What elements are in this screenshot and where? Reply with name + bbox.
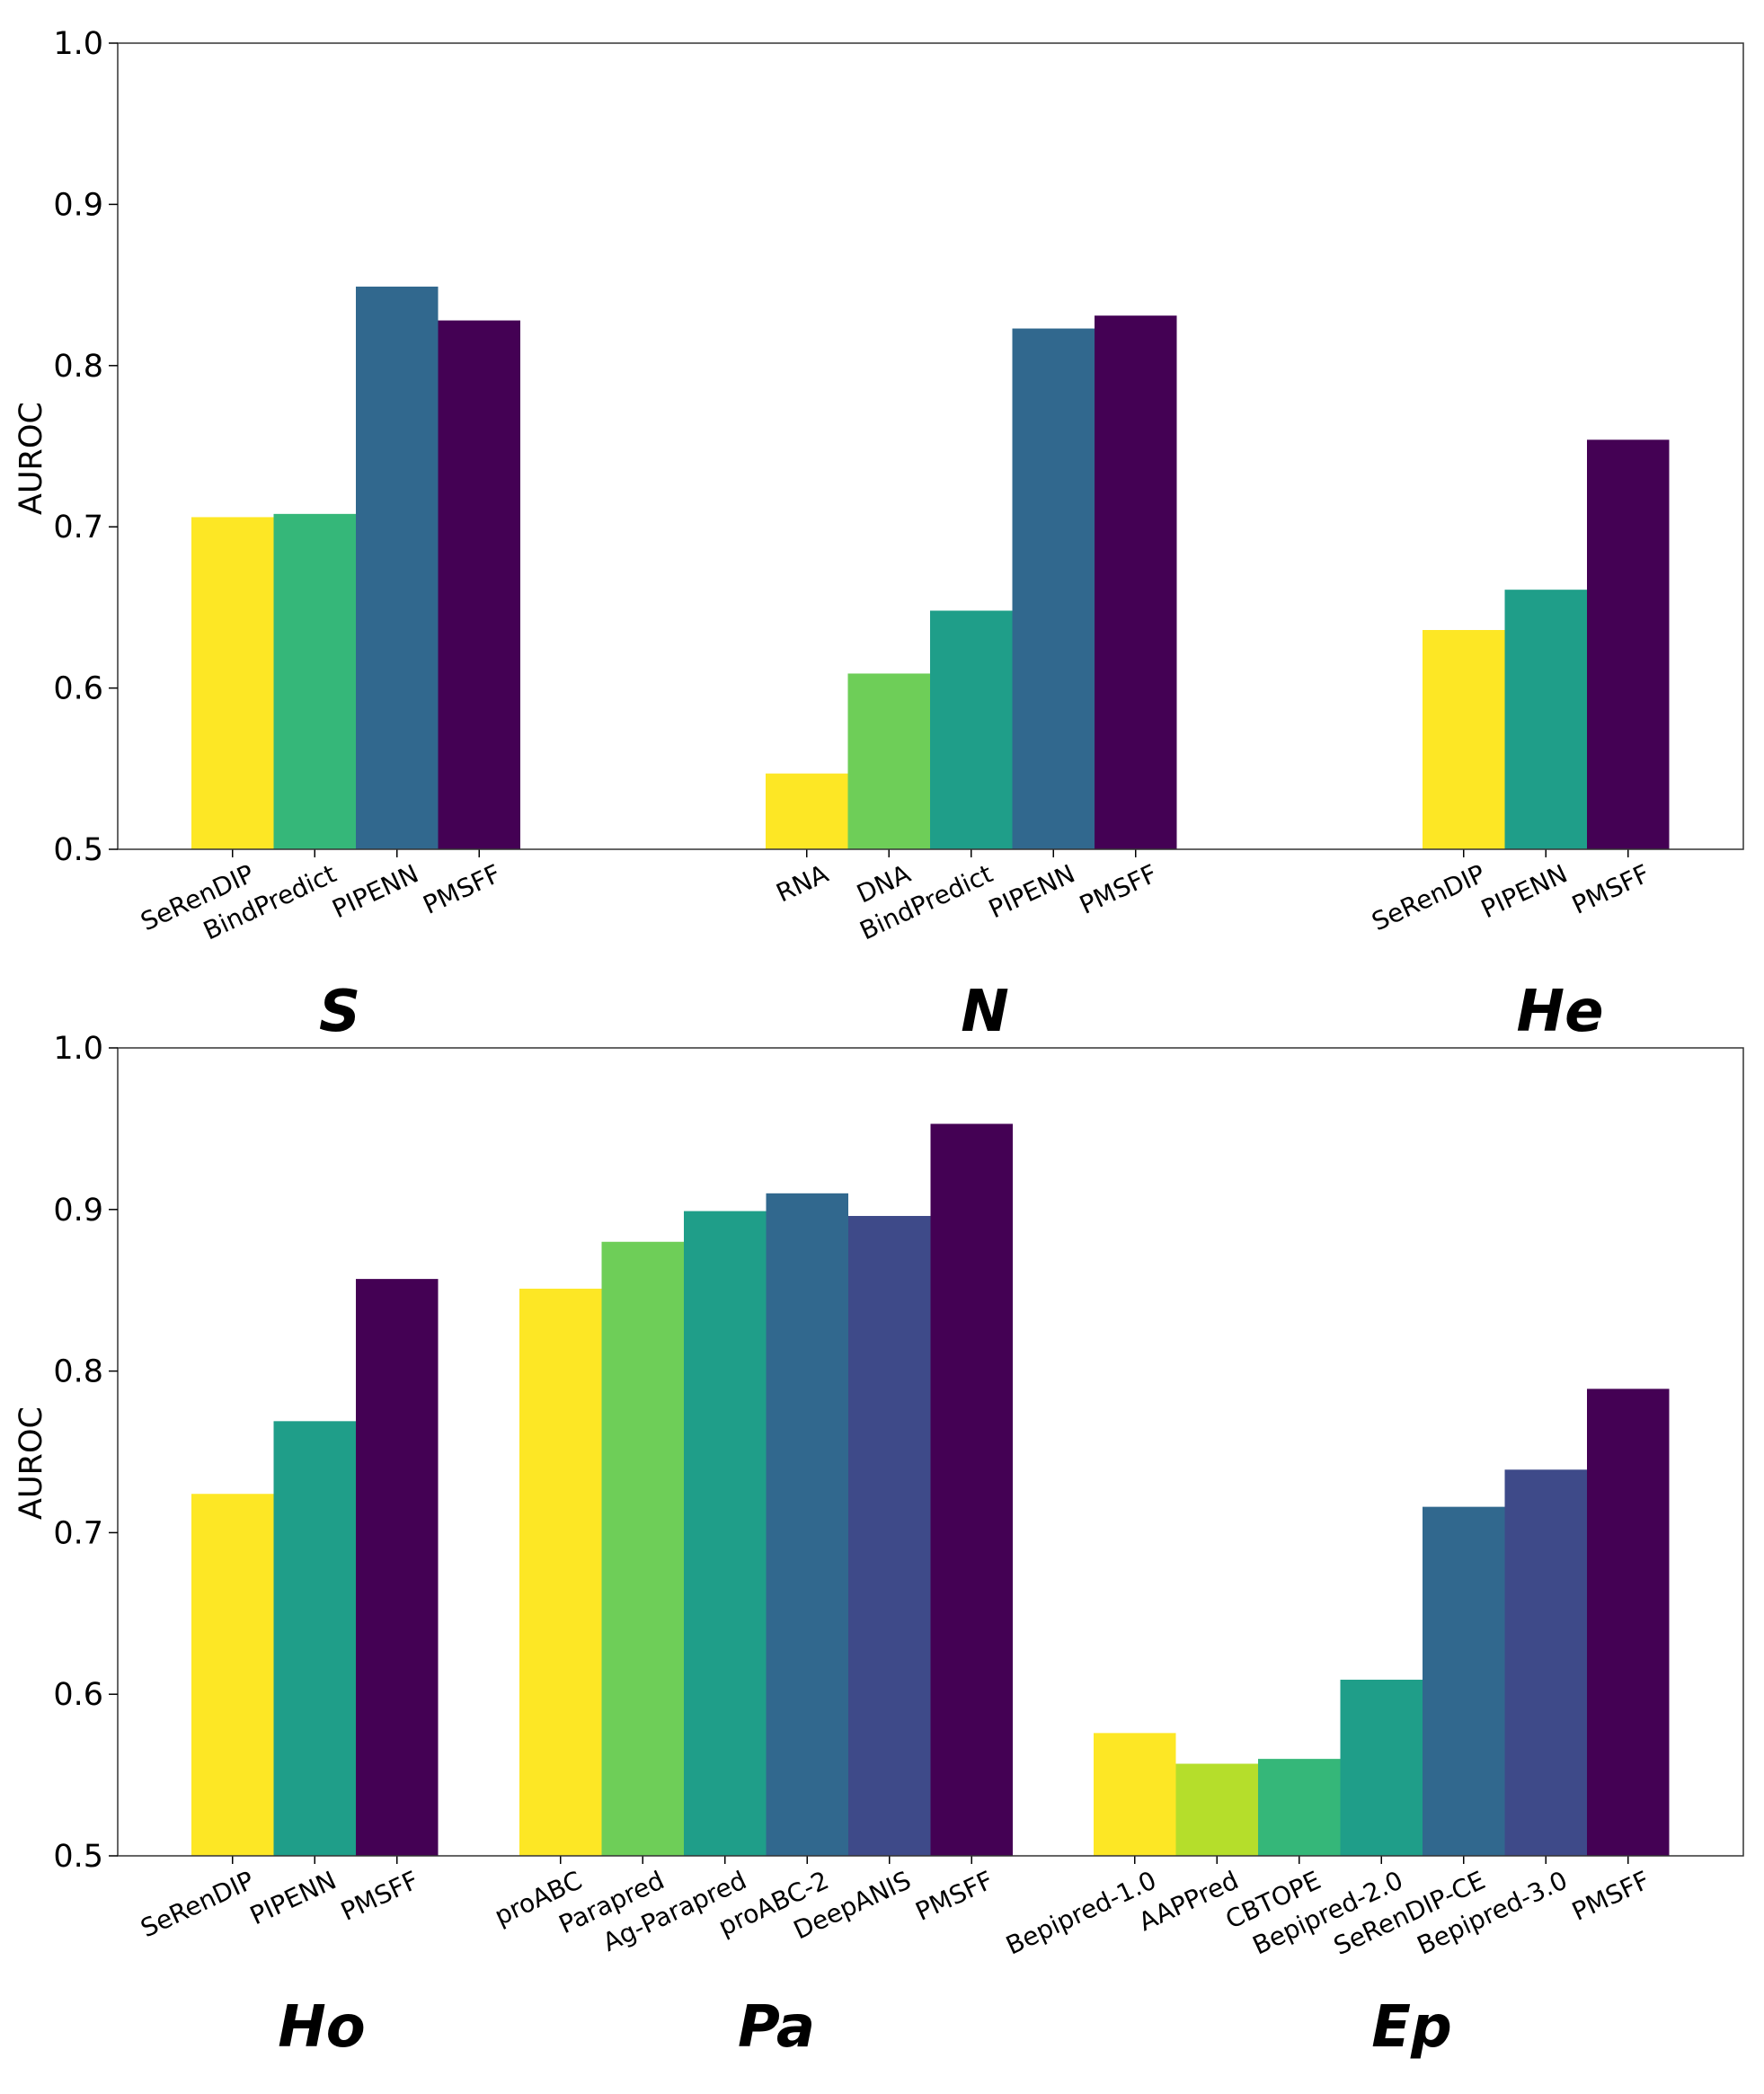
y-tick-label: 1.0 xyxy=(53,1031,103,1067)
bar-ep-pmsff xyxy=(1587,1389,1670,1856)
y-tick-label: 0.7 xyxy=(53,510,103,546)
y-tick-label: 0.9 xyxy=(53,1193,103,1229)
bar-pa-proabc-2 xyxy=(766,1193,848,1856)
bar-he-pipenn xyxy=(1504,590,1587,849)
y-axis-label: AUROC xyxy=(13,402,49,515)
y-axis-label: AUROC xyxy=(13,1406,49,1520)
x-tick-label: SeRenDIP xyxy=(1368,858,1490,936)
y-tick-label: 0.8 xyxy=(53,1354,103,1390)
bar-ep-bepipred-2.0 xyxy=(1340,1680,1423,1856)
bar-ep-serendip-ce xyxy=(1423,1506,1505,1856)
x-tick-label: PIPENN xyxy=(1476,858,1572,924)
x-tick-label: PMSFF xyxy=(911,1865,997,1926)
x-tick-label: PMSFF xyxy=(1567,858,1653,919)
x-tick-label: PIPENN xyxy=(984,858,1079,924)
group-label-ho: Ho xyxy=(278,1994,366,2061)
group-label-pa: Pa xyxy=(738,1994,815,2061)
y-tick-label: 0.7 xyxy=(53,1515,103,1551)
bar-ho-pmsff xyxy=(356,1279,439,1856)
y-tick-label: 0.6 xyxy=(53,671,103,707)
group-label-s: S xyxy=(319,979,360,1045)
group-label-ep: Ep xyxy=(1371,1994,1452,2061)
bar-n-rna xyxy=(766,773,848,849)
plot-frame xyxy=(117,42,1744,850)
bar-s-serendip xyxy=(191,517,274,849)
x-tick-label: PMSFF xyxy=(1075,858,1161,919)
x-tick-label: RNA xyxy=(772,858,833,908)
y-tick-label: 0.8 xyxy=(53,349,103,385)
bar-pa-parapred xyxy=(601,1241,684,1856)
bar-ep-bepipred-1.0 xyxy=(1094,1733,1176,1856)
bar-ho-pipenn xyxy=(273,1421,356,1856)
x-tick-label: PMSFF xyxy=(1567,1865,1653,1926)
bottom-panel: SeRenDIPPIPENNPMSFFHoproABCParapredAg-Pa… xyxy=(13,1031,1744,2061)
y-tick-label: 0.6 xyxy=(53,1677,103,1713)
plot-frame xyxy=(117,1047,1744,1857)
bar-s-pipenn xyxy=(356,286,439,849)
x-tick-label: PIPENN xyxy=(328,858,423,924)
bar-pa-pmsff xyxy=(930,1123,1013,1856)
bar-he-pmsff xyxy=(1587,439,1670,849)
y-tick-label: 0.9 xyxy=(53,187,103,223)
bar-s-pmsff xyxy=(438,320,520,849)
bar-s-bindpredict xyxy=(273,513,356,849)
bar-n-pmsff xyxy=(1095,315,1177,849)
y-tick-label: 0.5 xyxy=(53,1839,103,1875)
x-tick-label: PMSFF xyxy=(336,1865,422,1926)
bar-ho-serendip xyxy=(191,1494,274,1856)
bar-n-dna xyxy=(847,673,930,849)
bar-he-serendip xyxy=(1423,630,1505,849)
bar-n-bindpredict xyxy=(930,610,1013,849)
x-tick-label: PIPENN xyxy=(245,1865,341,1930)
bar-pa-deepanis xyxy=(848,1215,931,1856)
bar-ep-bepipred-3.0 xyxy=(1504,1469,1587,1856)
bar-pa-proabc xyxy=(519,1288,602,1856)
y-tick-label: 1.0 xyxy=(53,26,103,62)
bar-n-pipenn xyxy=(1012,328,1095,850)
x-tick-label: SeRenDIP xyxy=(137,1865,259,1943)
y-tick-label: 0.5 xyxy=(53,832,103,868)
group-label-he: He xyxy=(1517,979,1604,1045)
bar-pa-ag-parapred xyxy=(684,1211,767,1856)
x-tick-label: PMSFF xyxy=(419,858,505,919)
group-label-n: N xyxy=(961,979,1009,1045)
bar-ep-cbtope xyxy=(1258,1759,1341,1856)
bar-ep-aappred xyxy=(1175,1763,1258,1856)
